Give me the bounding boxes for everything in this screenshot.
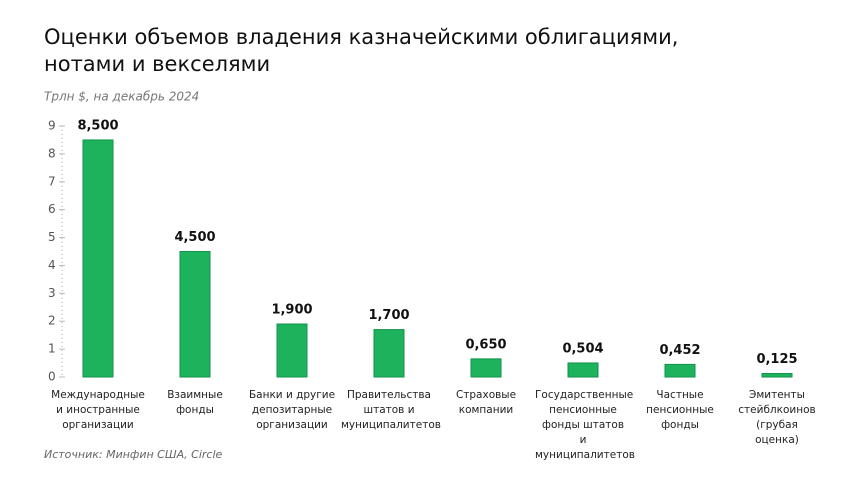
y-tick-label: 7	[48, 174, 56, 188]
value-label: 0,504	[562, 341, 603, 356]
y-tick-label: 8	[48, 146, 56, 160]
value-label: 4,500	[174, 230, 215, 245]
y-tick-label: 1	[48, 342, 56, 356]
y-tick-label: 9	[48, 119, 56, 133]
y-tick-label: 2	[48, 314, 56, 328]
x-tick-label: Частные пенсионные фонды	[646, 389, 714, 431]
value-label: 0,452	[659, 343, 700, 358]
x-tick-label: Международные и иностранные организации	[51, 389, 145, 431]
chart-title: Оценки объемов владения казначейскими об…	[44, 25, 678, 49]
value-label: 1,900	[271, 303, 312, 318]
value-label: 8,500	[77, 118, 118, 133]
y-tick-label: 6	[48, 202, 56, 216]
x-tick-label: Эмитенты стейблкоинов (грубая оценка)	[738, 389, 816, 446]
value-label: 1,700	[368, 308, 409, 323]
bar	[470, 358, 502, 378]
x-tick-label: Банки и другие депозитарные организации	[248, 389, 336, 431]
bar	[664, 363, 696, 378]
value-label: 0,650	[465, 337, 506, 352]
bar	[276, 323, 308, 378]
x-tick-label: Страховые компании	[455, 389, 517, 416]
x-tick-label: Взаимные фонды	[167, 389, 223, 416]
bar	[82, 139, 114, 378]
source: Источник: Минфин США, Circle	[44, 448, 222, 461]
y-tick-label: 3	[48, 286, 56, 300]
y-tick-label: 5	[48, 230, 56, 244]
bar	[373, 329, 405, 378]
y-tick-label: 0	[48, 370, 56, 384]
chart-title: нотами и векселями	[44, 52, 270, 76]
bar	[761, 373, 793, 378]
subtitle: Трлн $, на декабрь 2024	[44, 90, 199, 104]
x-tick-label: Правительства штатов и муниципалитетов	[341, 389, 441, 431]
value-label: 0,125	[756, 352, 797, 367]
bar	[567, 362, 599, 378]
y-tick-label: 4	[48, 258, 56, 272]
x-tick-label: Государственные пенсионные фонды штатов …	[535, 389, 635, 461]
bar	[179, 251, 211, 378]
